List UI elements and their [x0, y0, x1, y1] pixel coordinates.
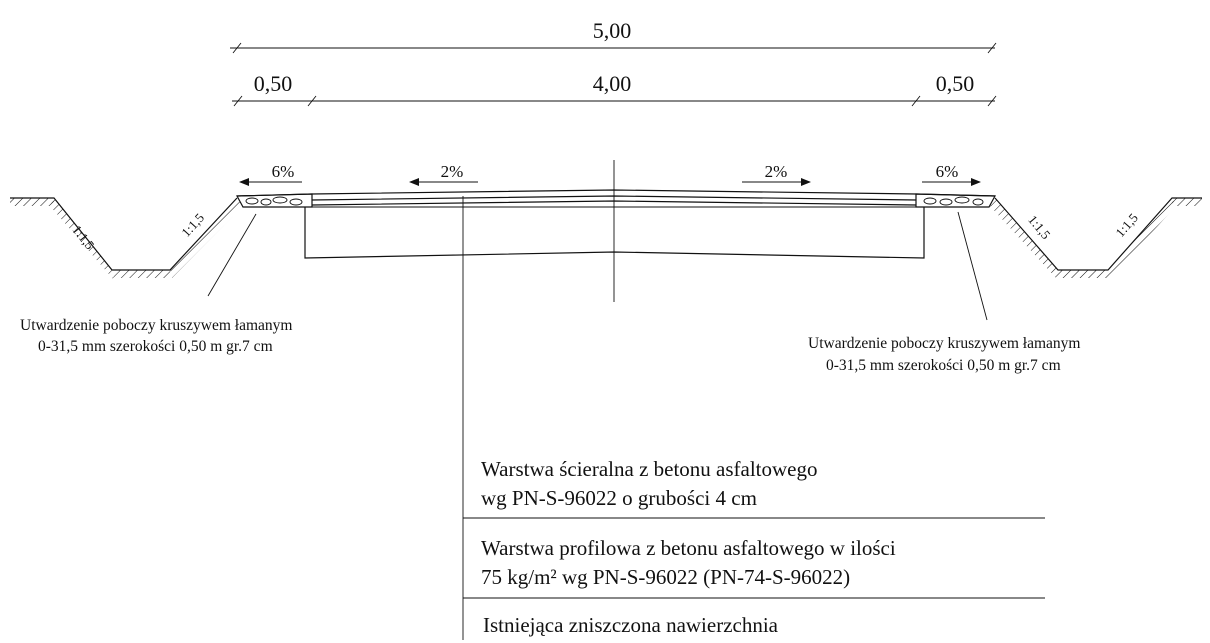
slope-lane-left: 2%	[441, 162, 464, 181]
note-right: Utwardzenie poboczy kruszywem łamanym 0-…	[808, 211, 1080, 374]
layer-profile-line2: 75 kg/m² wg PN-S-96022 (PN-74-S-96022)	[481, 565, 850, 589]
layer-profile-line1: Warstwa profilowa z betonu asfaltowego w…	[481, 536, 896, 560]
slope-lane-right: 2%	[765, 162, 788, 181]
note-right-line2: 0-31,5 mm szerokości 0,50 m gr.7 cm	[826, 357, 1061, 374]
slope-indicators: 6% 2% 2% 6%	[239, 162, 981, 186]
layer-legend: Warstwa ścieralna z betonu asfaltowego w…	[462, 196, 1045, 640]
dimension-total: 5,00	[230, 18, 997, 54]
note-right-line1: Utwardzenie poboczy kruszywem łamanym	[808, 335, 1080, 352]
note-left: Utwardzenie poboczy kruszywem łamanym 0-…	[20, 213, 292, 355]
dimension-carriageway-label: 4,00	[593, 71, 632, 96]
layer-wearing-line2: wg PN-S-96022 o grubości 4 cm	[481, 486, 757, 510]
ground-profile	[10, 197, 1202, 280]
dimension-shoulder-left-label: 0,50	[254, 71, 293, 96]
slope-shoulder-left: 6%	[272, 162, 295, 181]
note-left-line2: 0-31,5 mm szerokości 0,50 m gr.7 cm	[38, 338, 273, 355]
dimension-total-label: 5,00	[593, 18, 632, 43]
dimension-parts: 0,50 4,00 0,50	[232, 71, 997, 107]
ditch-ratio-right-outer: 1:1,5	[1112, 210, 1141, 240]
note-left-line1: Utwardzenie poboczy kruszywem łamanym	[20, 317, 292, 334]
road-structure	[236, 189, 996, 259]
dimension-shoulder-right-label: 0,50	[936, 71, 975, 96]
layer-wearing-line1: Warstwa ścieralna z betonu asfaltowego	[481, 457, 818, 481]
layer-existing-line1: Istniejąca zniszczona nawierzchnia	[483, 613, 779, 637]
slope-shoulder-right: 6%	[936, 162, 959, 181]
